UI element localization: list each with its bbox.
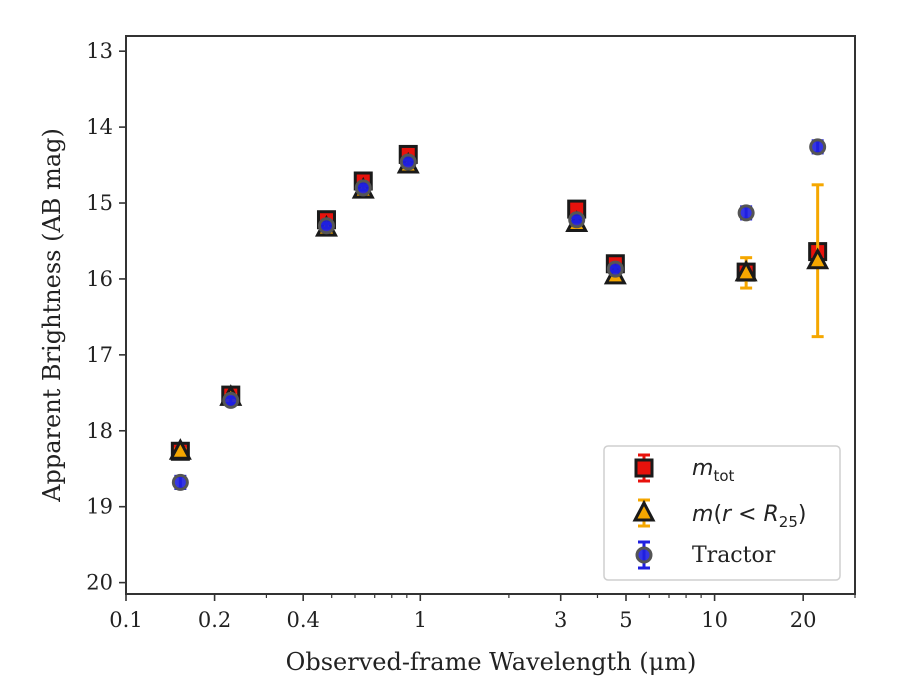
y-axis-title: Apparent Brightness (AB mag) <box>38 128 66 503</box>
y-tick-label: 13 <box>86 39 113 63</box>
legend-markers <box>632 453 656 570</box>
x-tick-label: 5 <box>619 608 632 632</box>
y-tick-label: 19 <box>86 495 113 519</box>
x-tick-label: 20 <box>790 608 817 632</box>
tractor-point <box>354 179 372 197</box>
x-tick-label: 10 <box>701 608 728 632</box>
legend-box <box>603 445 841 581</box>
plot-frame <box>125 35 856 595</box>
mr25-point <box>734 259 758 282</box>
tractor-point <box>222 391 240 409</box>
legend-label-mr25: m(r < R25) <box>692 502 806 531</box>
y-tick-label: 18 <box>86 419 113 443</box>
data-layer <box>168 138 830 491</box>
y-tick-label: 17 <box>86 343 113 367</box>
y-tick-label: 15 <box>86 191 113 215</box>
x-tick-label: 0.2 <box>198 608 231 632</box>
mr25-point <box>168 438 192 460</box>
mr25-point <box>806 247 830 270</box>
x-axis-title: Observed-frame Wavelength (μm) <box>286 648 697 676</box>
tractor-point <box>317 217 335 235</box>
legend-mtot-subscript: tot <box>713 467 734 485</box>
legend-tractor-marker <box>635 546 653 564</box>
tractor-point <box>606 260 624 278</box>
x-tick-label: 0.1 <box>109 608 142 632</box>
tractor-point <box>809 138 827 156</box>
x-tick-label: 0.4 <box>286 608 319 632</box>
legend-label-mtot: mtot <box>692 456 734 485</box>
y-tick-label: 20 <box>86 571 113 595</box>
x-tick-label: 1 <box>414 608 427 632</box>
y-tick-label: 16 <box>86 267 113 291</box>
legend-label-tractor: Tractor <box>692 543 776 568</box>
tractor-point <box>399 153 417 171</box>
legend-mr25-open: ( <box>713 502 722 527</box>
legend-mr25-marker <box>632 499 656 522</box>
legend-mr25-m: m <box>692 502 713 527</box>
legend-mr25-r: r <box>722 502 733 527</box>
legend-mr25-R: R <box>764 502 779 527</box>
tractor-point <box>171 473 189 491</box>
legend-mr25-lt: < <box>731 502 763 527</box>
legend: mtot m(r < R25) Tractor <box>603 445 841 581</box>
legend-mr25-subscript: 25 <box>779 513 798 531</box>
x-tick-label: 3 <box>554 608 567 632</box>
tractor-point <box>568 211 586 229</box>
legend-mtot-symbol: m <box>692 456 713 481</box>
legend-mr25-close: ) <box>798 502 807 527</box>
legend-mtot-marker <box>634 458 654 478</box>
y-tick-label: 14 <box>86 115 113 139</box>
tractor-point <box>737 204 755 222</box>
